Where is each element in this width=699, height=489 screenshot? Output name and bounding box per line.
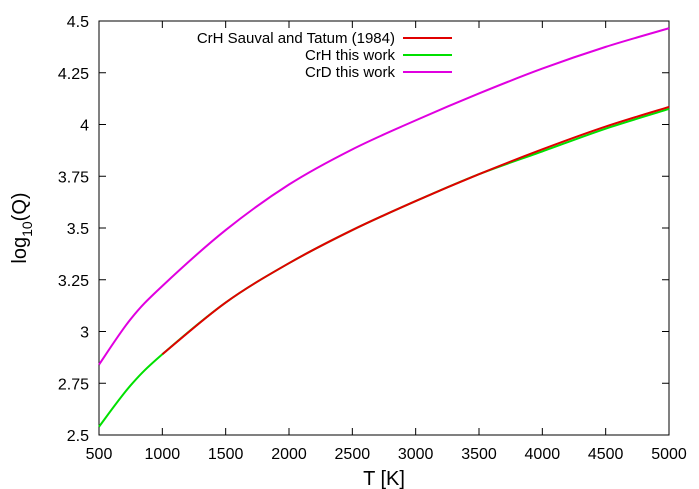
plot-frame [98,20,670,436]
series-line-2 [98,27,670,366]
y-tick-label: 2.5 [67,428,89,445]
y-tick-label: 3.75 [58,169,89,186]
y-tick-label: 3.25 [58,273,89,290]
x-tick-label: 500 [86,446,113,463]
x-axis-label: T [K] [363,468,405,489]
x-tick-label: 4000 [525,446,561,463]
x-tick-label: 2000 [271,446,307,463]
y-tick-label: 4 [80,118,89,135]
x-tick-label: 3000 [398,446,434,463]
axis-ticks: 500 1000 1500 2000 2500 3000 3500 4000 4500 5000 2… [58,14,687,463]
y-axis-label-subscript: 10 [19,221,35,237]
legend-label: CrH Sauval and Tatum (1984) [197,30,395,47]
legend-label: CrD this work [305,64,396,81]
y-tick-label: 3 [80,325,89,342]
x-tick-label: 1500 [208,446,244,463]
x-tick-label: 4500 [588,446,624,463]
x-tick-label: 5000 [651,446,687,463]
legend: CrH Sauval and Tatum (1984)CrH this work… [197,30,452,81]
series-line-1 [98,108,670,428]
y-tick-label: 4.5 [67,14,89,31]
x-tick-label: 1000 [145,446,181,463]
x-tick-label: 3500 [461,446,497,463]
x-tick-label: 2500 [335,446,371,463]
y-tick-label: 2.75 [58,376,89,393]
y-axis-label: log10(Q) [9,192,35,263]
y-tick-label: 3.5 [67,221,89,238]
legend-label: CrH this work [305,47,396,64]
series-lines [98,27,670,428]
series-line-0 [161,105,670,356]
y-tick-label: 4.25 [58,66,89,83]
